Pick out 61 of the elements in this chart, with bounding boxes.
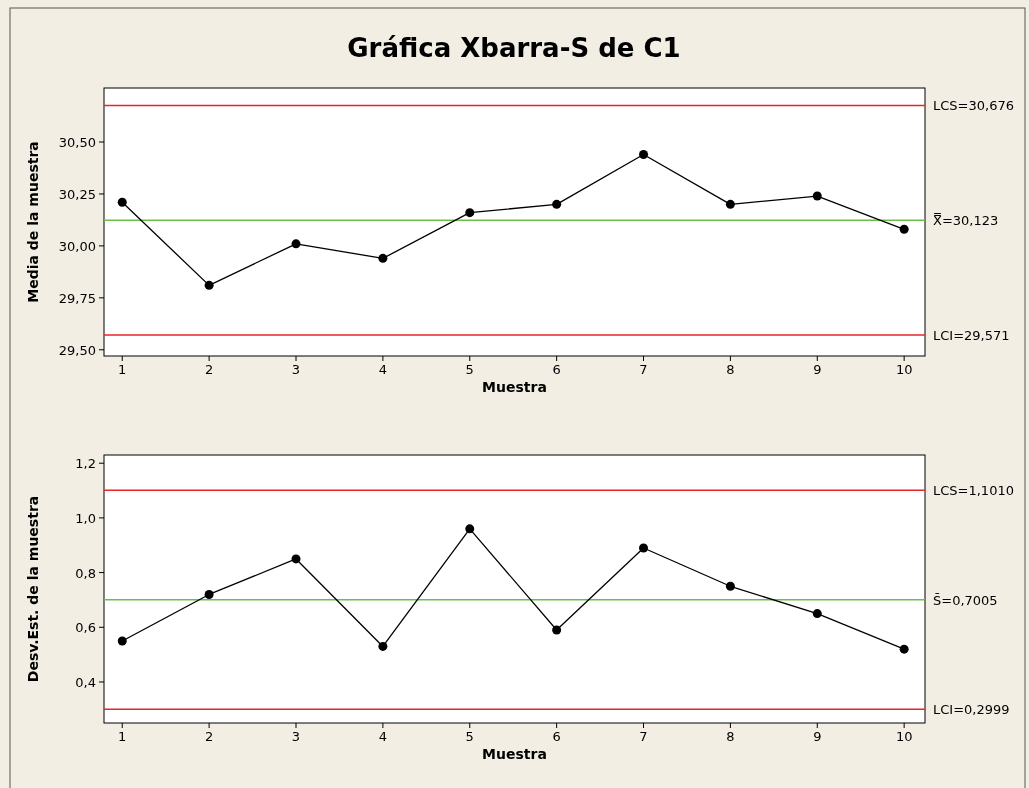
x-tick-label: 8 bbox=[726, 362, 735, 377]
y-tick-label: 0,6 bbox=[75, 620, 96, 636]
x-tick-label: 2 bbox=[204, 729, 214, 744]
y-tick-label: 0,8 bbox=[75, 565, 96, 581]
y-tick-label: 30,50 bbox=[58, 135, 96, 151]
ref-line-label: LCI=29,571 bbox=[933, 328, 1010, 344]
x-tick-label: 7 bbox=[639, 729, 648, 744]
x-tick-label: 3 bbox=[291, 729, 301, 744]
point bbox=[204, 280, 214, 290]
x-tick-label: 10 bbox=[895, 362, 913, 377]
point bbox=[117, 197, 127, 207]
point bbox=[552, 625, 562, 635]
y-axis-title: Media de la muestra bbox=[25, 141, 41, 303]
x-axis-title: Muestra bbox=[482, 379, 547, 395]
x-axis-title: Muestra bbox=[482, 746, 547, 762]
point bbox=[639, 149, 649, 159]
point bbox=[378, 641, 388, 651]
x-tick-label: 6 bbox=[552, 362, 561, 377]
x-tick-label: 8 bbox=[726, 729, 735, 744]
x-tick-label: 7 bbox=[639, 362, 648, 377]
ref-line-label: X̿=30,123 bbox=[933, 212, 999, 229]
ref-line-label: LCI=0,2999 bbox=[933, 702, 1010, 718]
y-tick-label: 30,00 bbox=[58, 238, 96, 254]
y-tick-label: 29,75 bbox=[58, 290, 96, 306]
point bbox=[204, 589, 214, 599]
point bbox=[812, 609, 822, 619]
x-tick-label: 10 bbox=[895, 729, 913, 744]
point bbox=[378, 253, 388, 263]
x-tick-label: 4 bbox=[378, 729, 388, 744]
ref-line-label: LCS=1,1010 bbox=[933, 483, 1014, 499]
point bbox=[725, 581, 735, 591]
y-tick-label: 29,50 bbox=[58, 342, 96, 358]
y-tick-label: 1,0 bbox=[75, 510, 96, 526]
x-tick-label: 5 bbox=[465, 729, 474, 744]
x-tick-label: 9 bbox=[813, 362, 822, 377]
point bbox=[291, 554, 301, 564]
x-tick-label: 3 bbox=[291, 362, 301, 377]
point bbox=[899, 644, 909, 654]
x-tick-label: 6 bbox=[552, 729, 561, 744]
x-tick-label: 1 bbox=[118, 729, 127, 744]
x-tick-label: 9 bbox=[813, 729, 822, 744]
x-tick-label: 1 bbox=[118, 362, 127, 377]
ref-line-label: LCS=30,676 bbox=[933, 98, 1014, 114]
x-tick-label: 4 bbox=[378, 362, 388, 377]
point bbox=[465, 208, 475, 218]
point bbox=[117, 636, 127, 646]
point bbox=[465, 524, 475, 534]
chart-title: Gráfica Xbarra-S de C1 bbox=[347, 33, 681, 63]
point bbox=[291, 239, 301, 249]
y-tick-label: 0,4 bbox=[75, 674, 96, 690]
y-axis-title: Desv.Est. de la muestra bbox=[25, 495, 41, 683]
point bbox=[725, 199, 735, 209]
y-tick-label: 30,25 bbox=[58, 186, 96, 202]
x-tick-label: 5 bbox=[465, 362, 474, 377]
point bbox=[812, 191, 822, 201]
point bbox=[899, 224, 909, 234]
x-tick-label: 2 bbox=[204, 362, 214, 377]
point bbox=[552, 199, 562, 209]
ref-line-label: S̄=0,7005 bbox=[933, 592, 998, 608]
y-tick-label: 1,2 bbox=[75, 456, 96, 472]
point bbox=[639, 543, 649, 553]
